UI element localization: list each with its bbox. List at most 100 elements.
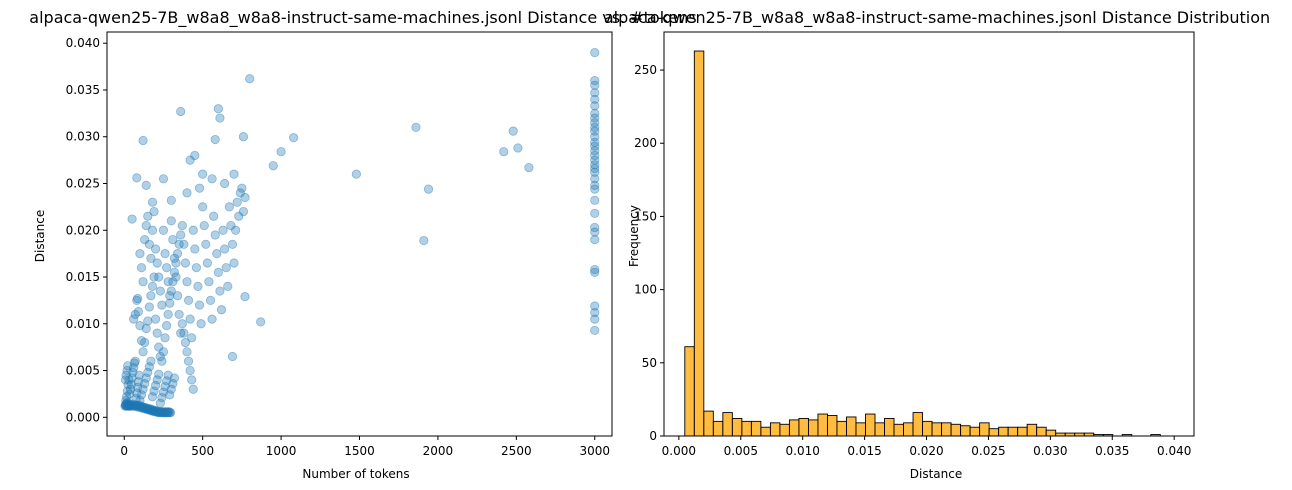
scatter-point — [229, 258, 239, 268]
scatter-point — [137, 402, 147, 412]
histogram-bar — [903, 422, 914, 437]
scatter-point — [201, 239, 211, 249]
scatter-point — [172, 249, 183, 259]
scatter-y-tick-label: 0.020 — [66, 223, 100, 237]
scatter-point — [134, 370, 144, 380]
scatter-point — [146, 406, 156, 416]
histogram-bar — [769, 422, 781, 437]
scatter-point — [139, 402, 149, 412]
scatter-point — [187, 333, 197, 343]
scatter-point — [216, 305, 227, 315]
scatter-point — [138, 347, 148, 357]
scatter-point — [590, 167, 600, 177]
scatter-point — [590, 108, 600, 118]
scatter-point — [127, 401, 137, 411]
scatter-point — [156, 408, 166, 418]
scatter-point — [162, 408, 172, 418]
scatter-point — [223, 281, 233, 291]
scatter-point — [165, 291, 175, 301]
scatter-point — [154, 342, 164, 352]
histogram-x-tick-label: 0.040 — [1157, 444, 1191, 458]
histogram-bar — [893, 423, 904, 437]
scatter-point — [134, 400, 144, 410]
histogram-bar — [703, 410, 714, 437]
histogram-x-tick-label: 0.030 — [1033, 444, 1067, 458]
scatter-point — [132, 402, 143, 412]
scatter-point — [238, 206, 249, 217]
scatter-point — [138, 384, 148, 394]
histogram-bar — [969, 426, 981, 437]
scatter-point — [174, 309, 184, 320]
scatter-title: alpaca-qwen25-7B_w8a8_w8a8-instruct-same… — [29, 8, 696, 28]
scatter-point — [165, 390, 175, 400]
scatter-point — [141, 220, 151, 231]
scatter-point — [590, 264, 600, 275]
scatter-point — [198, 202, 208, 212]
scatter-point — [146, 356, 156, 366]
scatter-point — [590, 122, 600, 132]
histogram-y-tick-label: 250 — [634, 63, 657, 77]
scatter-point — [147, 281, 158, 291]
scatter-point — [231, 225, 241, 235]
scatter-point — [122, 398, 132, 408]
histogram-bar — [722, 412, 733, 437]
scatter-point — [136, 336, 147, 346]
scatter-point — [513, 143, 523, 153]
scatter-point — [590, 235, 600, 245]
histogram-bar — [931, 422, 943, 437]
scatter-point — [590, 150, 600, 161]
scatter-point — [590, 47, 600, 58]
scatter-point — [123, 397, 133, 407]
scatter-point — [125, 384, 136, 394]
scatter-point — [123, 379, 133, 390]
scatter-plot: 0 500 1000 1500 2000 2500 3000 0.000 0.005 0.010… — [33, 31, 613, 481]
histogram-bar — [760, 426, 771, 437]
histogram-bar — [846, 416, 857, 437]
scatter-points — [120, 47, 600, 418]
scatter-point — [171, 272, 181, 282]
scatter-point — [160, 249, 170, 259]
scatter-point — [590, 227, 600, 237]
scatter-y-ticks: 0.000 0.005 0.010 0.015 0.020 0.025 0.030 0.035… — [66, 36, 107, 424]
histogram-bar — [779, 423, 790, 437]
scatter-point — [227, 351, 238, 362]
scatter-point — [124, 401, 134, 411]
scatter-point — [169, 267, 180, 277]
scatter-point — [125, 401, 136, 411]
scatter-point — [180, 337, 191, 348]
scatter-point — [166, 216, 176, 226]
scatter-point — [171, 258, 181, 268]
histogram-bar — [684, 346, 695, 437]
histogram-x-tick-label: 0.010 — [786, 444, 820, 458]
scatter-point — [168, 379, 178, 389]
scatter-point — [158, 174, 169, 184]
scatter-x-tick-label: 3000 — [579, 444, 610, 458]
scatter-point — [144, 239, 154, 249]
scatter-point — [157, 356, 167, 366]
scatter-point — [144, 362, 154, 372]
scatter-point — [168, 235, 178, 245]
scatter-point — [221, 263, 231, 273]
scatter-point — [590, 180, 600, 190]
scatter-point — [152, 258, 162, 268]
scatter-point — [133, 401, 143, 411]
scatter-point — [120, 401, 130, 411]
scatter-point — [166, 195, 176, 205]
histogram-bar — [865, 413, 876, 437]
scatter-point — [168, 277, 178, 287]
scatter-point — [185, 314, 195, 324]
scatter-point — [147, 406, 158, 416]
scatter-point — [226, 220, 236, 231]
scatter-point — [154, 407, 164, 417]
histogram-bar — [960, 425, 971, 437]
histogram-bar — [884, 417, 895, 437]
scatter-point — [524, 163, 534, 173]
scatter-point — [590, 113, 600, 123]
scatter-point — [162, 407, 172, 417]
histogram-bar — [827, 415, 838, 437]
scatter-point — [240, 292, 250, 302]
histogram-bar — [741, 420, 752, 437]
scatter-point — [135, 395, 145, 406]
scatter-y-tick-label: 0.030 — [66, 130, 100, 144]
